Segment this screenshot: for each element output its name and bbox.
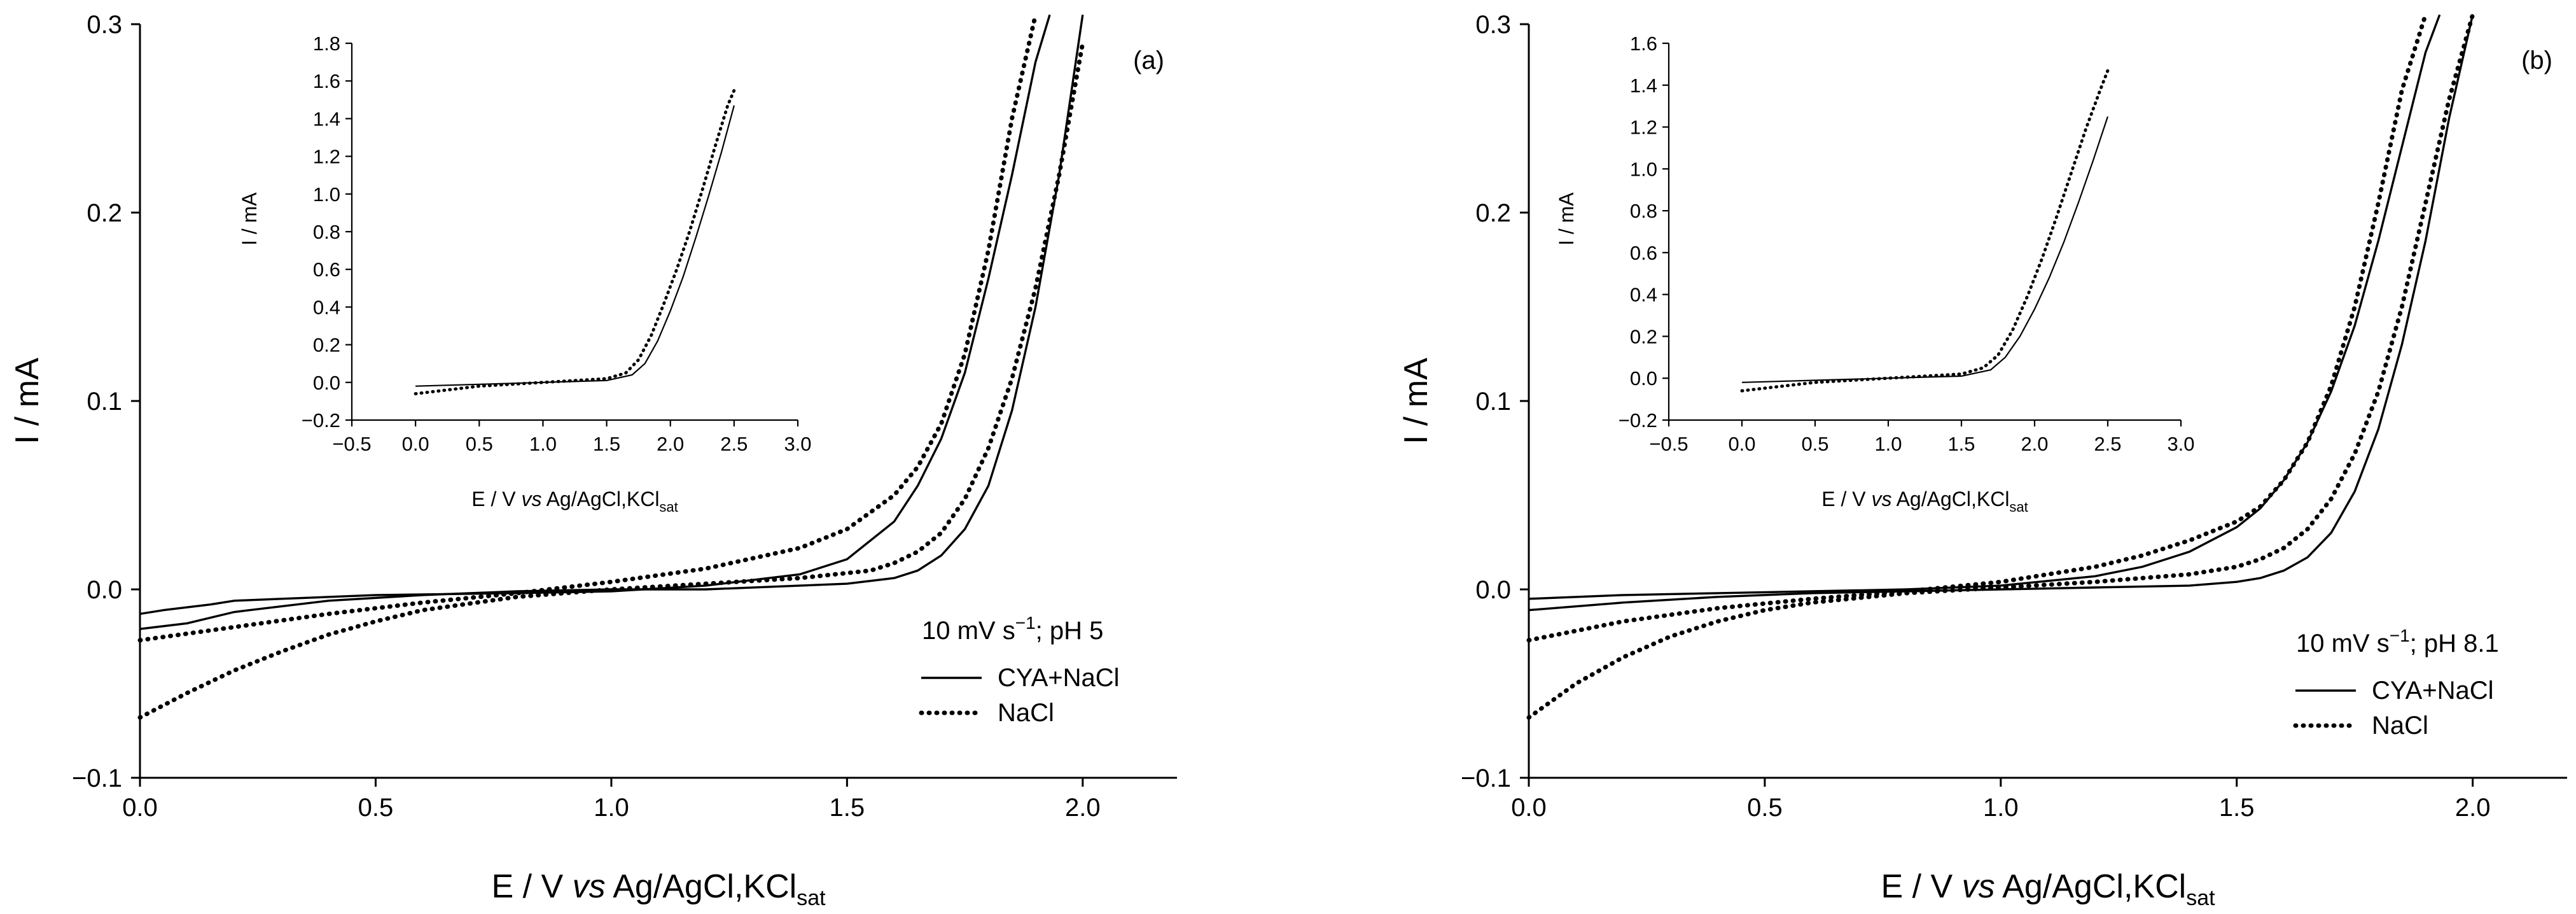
series-line-3 <box>1526 12 2475 720</box>
y-tick-label: 0.2 <box>1475 199 1511 227</box>
legend: 10 mV s−1; pH 5 CYA+NaCl NaCl <box>919 613 1120 727</box>
inset-y-tick-label: 1.4 <box>313 108 340 130</box>
y-tick-label: 0.3 <box>87 11 122 39</box>
x-tick-label: 1.5 <box>2219 794 2255 822</box>
inset-x-tick-label: 0.5 <box>466 433 493 455</box>
x-tick-label: 2.0 <box>1065 794 1101 822</box>
inset-chart: −0.2 0.0 0.2 0.4 0.6 0.8 1.0 1.2 1.4 1.6 −0.5 0.0 0.… <box>1555 32 2195 515</box>
x-axis-label: E / V vs Ag/AgCl,KClsat <box>1881 868 2215 910</box>
y-tick-label: 0.0 <box>1475 576 1511 604</box>
inset-x-tick-label: 0.0 <box>1728 433 1755 455</box>
legend: 10 mV s−1; pH 8.1 CYA+NaCl NaCl <box>2293 626 2499 740</box>
inset-x-tick-label: 3.0 <box>2167 433 2194 455</box>
y-axis-label: I / mA <box>1398 358 1435 444</box>
series-line-1 <box>139 14 1084 630</box>
x-axis-label: E / V vs Ag/AgCl,KClsat <box>491 868 826 910</box>
inset-y-tick-label: 0.2 <box>313 334 340 356</box>
legend-title: 10 mV s−1; pH 5 <box>922 613 1103 645</box>
inset-x-tick-label: 1.0 <box>1874 433 1902 455</box>
legend-label-1: CYA+NaCl <box>998 664 1120 692</box>
inset-y-tick-label: 0.4 <box>1630 284 1657 306</box>
inset-x-tick-label: −0.5 <box>332 433 371 455</box>
inset-x-tick-label: 0.0 <box>402 433 429 455</box>
legend-label-2: NaCl <box>998 699 1054 727</box>
inset-y-tick-label: 0.0 <box>1630 367 1657 390</box>
y-tick-label: 0.3 <box>1475 11 1511 39</box>
inset-y-tick-label: 0.8 <box>313 221 340 243</box>
series-line-4 <box>137 12 1038 643</box>
x-tick-label: 0.0 <box>1511 794 1547 822</box>
inset-x-tick-label: 1.0 <box>529 433 557 455</box>
inset-x-tick-label: −0.5 <box>1649 433 1688 455</box>
series-line-4 <box>1526 12 2428 643</box>
y-tick-label: −0.1 <box>1461 764 1511 792</box>
inset-y-tick-label: 0.8 <box>1630 200 1657 222</box>
inset-y-axis-label: I / mA <box>1555 192 1578 246</box>
x-tick-label: 0.0 <box>122 794 158 822</box>
legend-label-2: NaCl <box>2372 712 2428 740</box>
inset-y-tick-label: 0.0 <box>313 372 340 394</box>
inset-y-tick-label: 1.8 <box>313 32 340 55</box>
y-tick-label: 0.2 <box>87 199 122 227</box>
panel-label: (b) <box>2521 46 2552 74</box>
inset-x-tick-label: 2.5 <box>720 433 748 455</box>
inset-y-tick-label: 1.4 <box>1630 74 1657 97</box>
x-tick-label: 1.0 <box>1983 794 2019 822</box>
x-tick-label: 1.0 <box>594 794 629 822</box>
inset-y-axis-label: I / mA <box>238 192 261 246</box>
inset-x-axis-label: E / V vs Ag/AgCl,KClsat <box>471 488 678 515</box>
y-tick-label: 0.1 <box>1475 388 1511 416</box>
inset-y-tick-label: 1.2 <box>313 146 340 168</box>
y-tick-label: 0.0 <box>87 576 122 604</box>
chart-panel-b: −0.10.00.10.20.30.0 0.5 1.0 1.5 2.0E / V vs … <box>1398 11 2567 910</box>
inset-y-tick-label: 1.6 <box>1630 32 1657 55</box>
inset-y-tick-label: 0.2 <box>1630 325 1657 348</box>
series-line-1 <box>1528 14 2474 612</box>
y-tick-label: 0.1 <box>87 388 122 416</box>
inset-y-tick-label: 1.0 <box>1630 158 1657 180</box>
inset-series-line-1 <box>415 105 735 387</box>
x-tick-label: 2.0 <box>2455 794 2491 822</box>
x-tick-label: 1.5 <box>830 794 865 822</box>
x-tick-label: 0.5 <box>1747 794 1783 822</box>
legend-label-1: CYA+NaCl <box>2372 677 2494 705</box>
chart-panel-a: −0.10.00.10.20.30.0 0.5 1.0 1.5 2.0E / V vs … <box>9 11 1177 910</box>
inset-y-tick-label: 1.2 <box>1630 116 1657 139</box>
inset-x-tick-label: 2.0 <box>2021 433 2048 455</box>
inset-x-tick-label: 2.0 <box>657 433 684 455</box>
inset-y-tick-label: 0.6 <box>1630 242 1657 264</box>
series-line-2 <box>139 14 1051 615</box>
inset-series-line-2 <box>414 88 736 396</box>
inset-chart: −0.2 0.0 0.2 0.4 0.6 0.8 1.0 1.2 1.4 1.6 1.8 −0.5 0.… <box>238 32 812 515</box>
x-tick-label: 0.5 <box>358 794 394 822</box>
series-line-2 <box>1528 14 2441 600</box>
inset-x-tick-label: 0.5 <box>1801 433 1828 455</box>
inset-x-tick-label: 1.5 <box>593 433 620 455</box>
inset-y-tick-label: 1.6 <box>313 70 340 92</box>
inset-series-line-1 <box>1741 116 2109 383</box>
y-tick-label: −0.1 <box>72 764 122 792</box>
inset-series-line-2 <box>1740 69 2110 393</box>
y-axis-label: I / mA <box>9 358 46 444</box>
legend-title: 10 mV s−1; pH 8.1 <box>2296 626 2499 657</box>
inset-y-tick-label: 0.4 <box>313 296 340 318</box>
inset-y-tick-label: −0.2 <box>302 409 340 432</box>
panel-label: (a) <box>1133 46 1164 74</box>
inset-y-tick-label: −0.2 <box>1619 409 1657 432</box>
inset-x-tick-label: 3.0 <box>784 433 811 455</box>
inset-y-tick-label: 1.0 <box>313 183 340 206</box>
inset-x-tick-label: 1.5 <box>1947 433 1975 455</box>
inset-y-tick-label: 0.6 <box>313 258 340 281</box>
inset-x-tick-label: 2.5 <box>2094 433 2121 455</box>
inset-x-axis-label: E / V vs Ag/AgCl,KClsat <box>1821 488 2028 515</box>
